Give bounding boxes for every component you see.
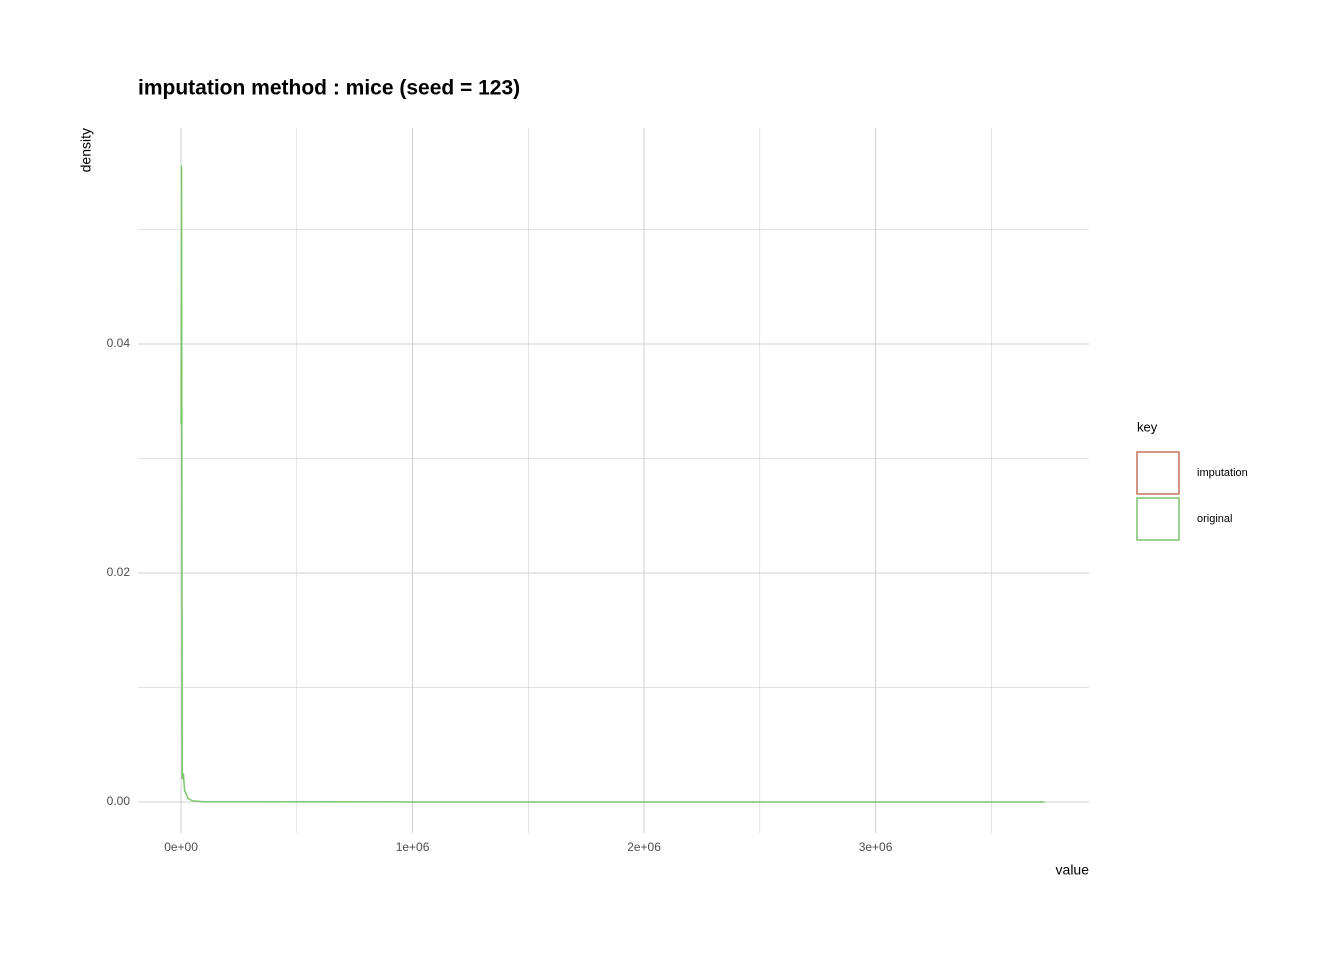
y-axis-label: density	[78, 128, 94, 172]
density-line	[180, 165, 1045, 803]
y-tick-label: 0.02	[107, 565, 131, 579]
legend-title: key	[1137, 419, 1158, 434]
y-tick-label: 0.04	[107, 336, 131, 350]
legend-label: original	[1197, 513, 1232, 525]
legend-key	[1136, 497, 1180, 541]
y-tick-label: 0.00	[107, 794, 131, 808]
chart-title: imputation method : mice (seed = 123)	[138, 77, 520, 100]
x-tick-label: 2e+06	[627, 840, 661, 854]
x-tick-label: 0e+00	[164, 840, 198, 854]
legend-label: imputation	[1197, 467, 1248, 479]
legend-key	[1136, 451, 1180, 495]
x-tick-label: 1e+06	[396, 840, 430, 854]
x-tick-label: 3e+06	[859, 840, 893, 854]
x-axis-label: value	[1056, 862, 1090, 878]
